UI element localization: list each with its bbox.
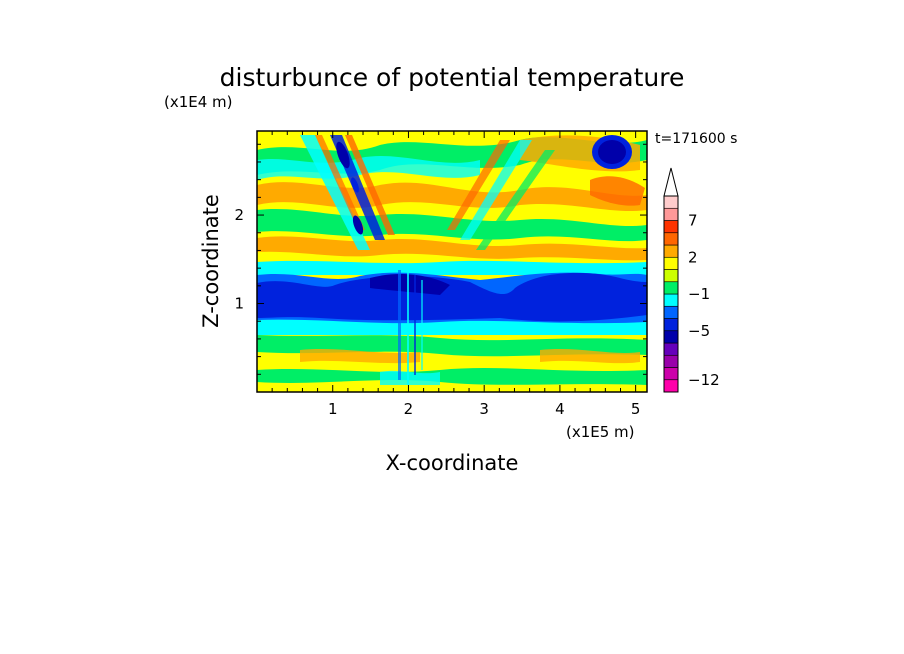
axes: 1 2 3 4 5 1 2 xyxy=(234,131,647,418)
time-label: t=171600 s xyxy=(655,131,737,147)
x-tick-label: 5 xyxy=(631,400,641,418)
y-scale-label: (x1E4 m) xyxy=(164,93,233,111)
y-axis-label: Z-coordinate xyxy=(199,194,223,328)
column-streak-1 xyxy=(398,270,401,380)
colorbar-tick-label: −12 xyxy=(688,371,720,389)
orange-patch-right xyxy=(590,176,645,206)
cyan-band-upper xyxy=(257,156,480,180)
x-axis-label: X-coordinate xyxy=(386,451,519,475)
wave-streak-5 xyxy=(460,140,532,240)
blue-cell-3 xyxy=(351,177,359,193)
stable-band-dark xyxy=(257,272,647,322)
plot-frame xyxy=(256,130,648,393)
stable-band-core xyxy=(370,274,450,295)
colorbar-swatch xyxy=(663,232,679,246)
cyan-surface xyxy=(380,370,440,389)
colorbar-swatch xyxy=(663,195,679,209)
colorbar-swatch xyxy=(663,318,679,332)
colorbar-swatch xyxy=(663,207,679,221)
green-surface xyxy=(257,368,647,385)
colorbar-swatch xyxy=(663,379,679,393)
colorbar-swatch xyxy=(663,305,679,319)
lower-layers xyxy=(257,335,647,392)
orange-lower-right xyxy=(540,349,640,364)
colorbar-swatch xyxy=(663,367,679,381)
yellow-ground xyxy=(257,385,647,392)
wave-streak-6 xyxy=(447,140,510,230)
colorbar-frame xyxy=(663,195,679,393)
turbulent-column xyxy=(398,265,423,385)
column-streak-4 xyxy=(421,280,423,370)
x-scale-label: (x1E5 m) xyxy=(566,423,635,441)
colorbar-swatch xyxy=(663,281,679,295)
x-tick-label: 1 xyxy=(328,400,338,418)
colorbar-swatch xyxy=(663,293,679,307)
cold-core-inner xyxy=(598,140,626,164)
x-tick-label: 3 xyxy=(479,400,489,418)
colorbar-swatch xyxy=(663,244,679,258)
chart-title: disturbunce of potential temperature xyxy=(220,63,685,92)
colorbar-tick-label: 2 xyxy=(688,248,698,266)
cyan-band-above-layer xyxy=(257,260,647,275)
contour-field xyxy=(257,131,647,392)
orange-lower xyxy=(300,349,420,364)
colorbar-swatch xyxy=(663,330,679,344)
wave-streaks xyxy=(300,135,555,250)
column-streak-3 xyxy=(414,275,416,375)
colorbar-tick-label: 7 xyxy=(688,212,698,230)
y-tick-label: 2 xyxy=(234,206,244,224)
colorbar: 7 2 −1 −5 −12 xyxy=(663,167,720,393)
wave-streak-4 xyxy=(315,135,365,230)
colorbar-tick-label: −1 xyxy=(688,285,710,303)
colorbar-extend-arrow xyxy=(663,167,679,197)
colorbar-swatch xyxy=(663,220,679,234)
blue-cell-2 xyxy=(352,215,364,235)
wave-streak-3 xyxy=(345,135,395,235)
wave-streak-7 xyxy=(476,150,555,250)
x-tick-label: 4 xyxy=(555,400,565,418)
y-tick-label: 1 xyxy=(234,295,244,313)
colorbar-swatch xyxy=(663,269,679,283)
x-tick-label: 2 xyxy=(404,400,414,418)
colorbar-swatch xyxy=(663,256,679,270)
wave-streak-1 xyxy=(300,135,370,250)
stable-band xyxy=(257,272,647,335)
colorbar-swatch xyxy=(663,354,679,368)
cyan-band-below-layer xyxy=(257,319,647,335)
column-streak-2 xyxy=(407,265,409,385)
blue-cell-1 xyxy=(336,141,350,169)
colorbar-tick-label: −5 xyxy=(688,322,710,340)
colorbar-swatch xyxy=(663,342,679,356)
